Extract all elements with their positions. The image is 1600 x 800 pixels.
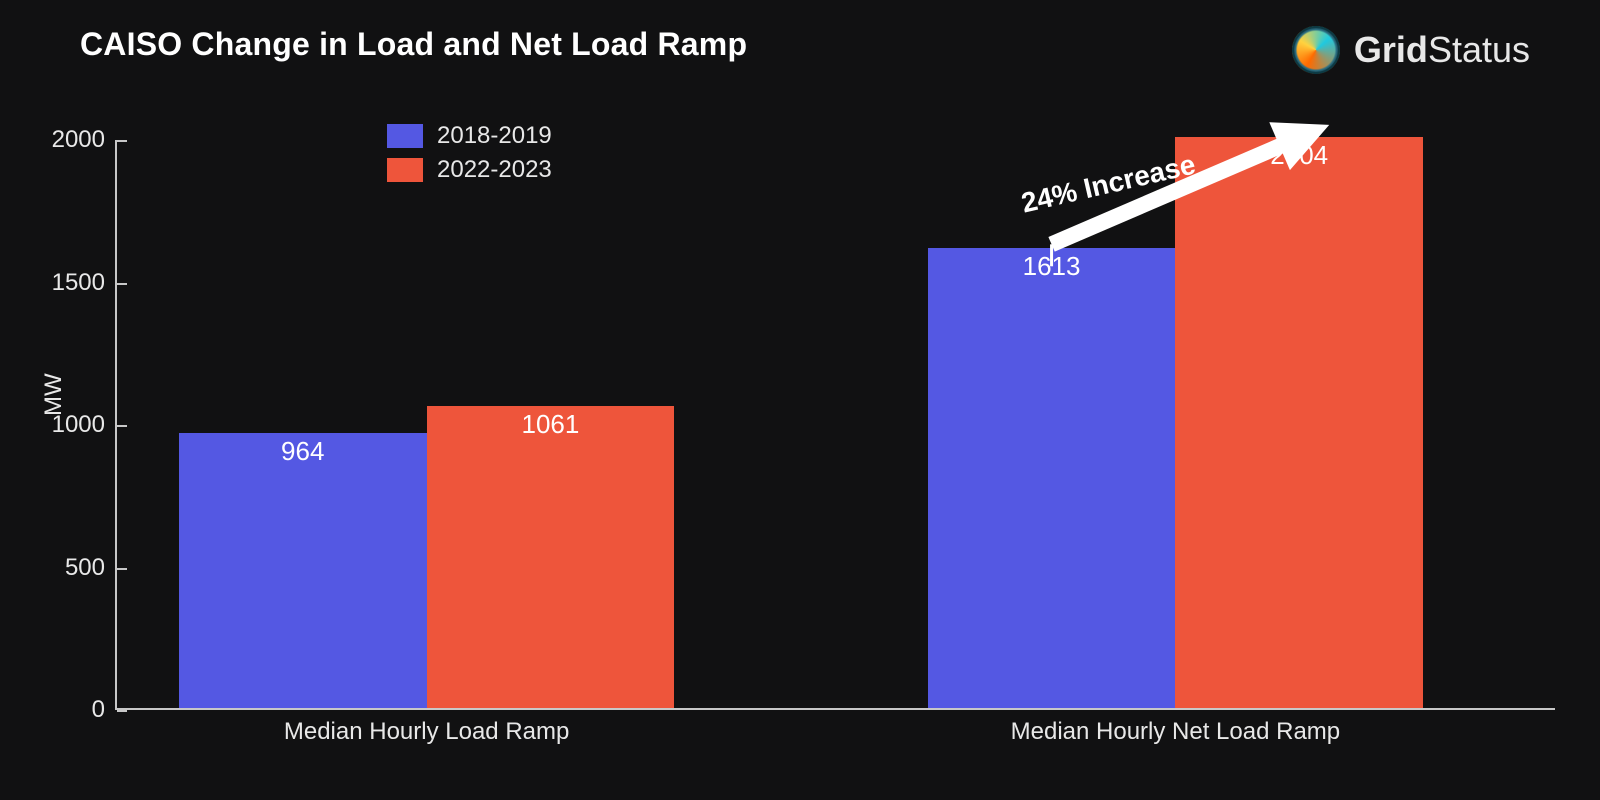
brand-logo-icon — [1292, 26, 1340, 74]
brand-name-bold: Grid — [1354, 29, 1428, 70]
brand-name-light: Status — [1428, 29, 1530, 70]
x-category-label-1: Median Hourly Net Load Ramp — [1011, 708, 1341, 746]
brand-logo: GridStatus — [1292, 26, 1530, 74]
y-tick-label: 2000 — [47, 126, 117, 154]
chart-title: CAISO Change in Load and Net Load Ramp — [80, 26, 747, 63]
annotation-arrow-icon — [117, 140, 1557, 710]
y-tick-label: 0 — [47, 696, 117, 724]
y-tick-label: 1000 — [47, 411, 117, 439]
y-tick-label: 1500 — [47, 269, 117, 297]
y-axis-label: MW — [40, 373, 68, 416]
y-tick-label: 500 — [47, 554, 117, 582]
brand-logo-text: GridStatus — [1354, 32, 1530, 68]
x-category-label-0: Median Hourly Load Ramp — [284, 708, 569, 746]
plot-area: 2018-2019 2022-2023 0500100015002000 Med… — [115, 140, 1555, 710]
chart-frame: CAISO Change in Load and Net Load Ramp G… — [0, 0, 1600, 800]
